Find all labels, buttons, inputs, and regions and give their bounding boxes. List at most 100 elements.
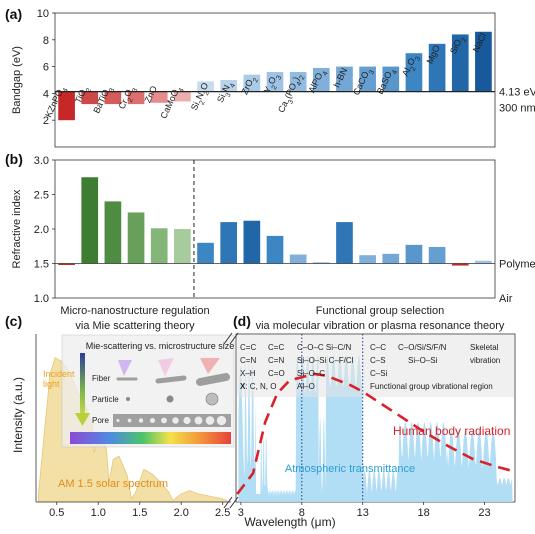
x-tick-label: 18	[417, 507, 429, 519]
x-tick-label: 13	[357, 507, 369, 519]
bandgap-bar	[150, 91, 168, 103]
y-tick-label: 8	[43, 35, 49, 47]
formula-part: 3	[131, 87, 139, 94]
mie-annotation-1: Micro-nanostructure regulation	[60, 305, 209, 317]
fiber-icon	[196, 373, 230, 386]
formula-part: 2	[270, 84, 278, 91]
refractive-bar	[266, 235, 284, 264]
formula-part: 3	[108, 87, 116, 94]
refractive-bar	[405, 244, 423, 264]
incident-arrow-shaft	[80, 353, 85, 415]
bond-label: X–H	[240, 369, 256, 378]
panel-a-label: (a)	[5, 6, 22, 22]
refractive-bar	[197, 242, 214, 264]
inset-title: Mie-scattering vs. microstructure size	[86, 341, 235, 351]
functional-annotation-2: via molecular vibration or plasma resona…	[256, 320, 505, 332]
bond-label: Si–O–Si C–F/Cl	[297, 356, 354, 365]
formula-part: 4	[177, 87, 185, 94]
formula-part: 4	[321, 70, 329, 77]
formula-part: 2	[252, 77, 260, 84]
formula-part: 2	[460, 37, 468, 44]
category-label: Si3N4	[215, 80, 237, 106]
particle-icon	[126, 397, 130, 401]
bandgap-bar	[382, 66, 400, 92]
refractive-bar	[81, 177, 99, 264]
refractive-bar	[428, 246, 446, 264]
solar-spectrum-label: AM 1.5 solar spectrum	[58, 478, 168, 490]
bond-label: C=O	[268, 369, 285, 378]
human-body-radiation-curve	[236, 372, 516, 495]
refractive-bar	[174, 229, 191, 264]
pore-icon	[116, 419, 120, 422]
bandgap-bar	[243, 74, 261, 92]
formula-part: 4	[62, 87, 70, 94]
category-label: CaMoO4	[158, 84, 185, 121]
y-axis-title: Bandgap (eV)	[11, 46, 23, 114]
human-body-label: Human body radiation	[393, 424, 510, 438]
bandgap-bar	[174, 91, 191, 102]
bandgap-bar	[127, 91, 145, 105]
particle-icon	[205, 392, 219, 406]
bond-label: C=C	[240, 343, 256, 352]
mie-inset-box	[61, 334, 235, 448]
formula-part: 3	[275, 74, 283, 81]
formula-part: 4	[391, 69, 399, 76]
x-tick-label: 2.5	[215, 507, 230, 519]
pore-icon	[205, 416, 215, 425]
pore-icon	[194, 416, 203, 425]
incident-light-label: light	[43, 379, 60, 389]
bond-label: C–S	[370, 356, 386, 365]
polymer-label: Polymer	[499, 259, 535, 271]
y-tick-label: 1.5	[34, 259, 49, 271]
refractive-bar	[382, 253, 400, 264]
formula-part: 4	[295, 81, 303, 88]
bandgap-bar	[475, 31, 492, 92]
formula-part: O	[122, 88, 134, 99]
x-tick-label: 3	[238, 507, 244, 519]
bond-label: Si–O–Si	[408, 356, 438, 365]
bond-label: C=N	[268, 356, 284, 365]
refractive-bar	[451, 263, 469, 266]
bandgap-bar	[405, 53, 423, 92]
formula-part: 2	[409, 65, 417, 72]
atom-symbol: X	[240, 382, 246, 391]
formula-part: Cr	[117, 98, 130, 111]
formula-part: 3	[224, 92, 232, 99]
atom-list: : C, N, O	[245, 382, 276, 391]
category-label: Al2O3	[400, 53, 422, 79]
formula-part: N	[220, 83, 232, 93]
pore-row-label: Pore	[92, 416, 109, 425]
baseline-ev-label: 4.13 eV	[499, 87, 535, 99]
refractive-bar	[243, 220, 261, 264]
panel-a-frame	[54, 12, 496, 148]
bandgap-bar	[312, 67, 330, 92]
y-axis-title: Refractive index	[11, 189, 23, 268]
y-tick-label: 3.0	[34, 155, 49, 167]
formula-part: O	[405, 56, 417, 67]
fiber-row-label: Fiber	[92, 374, 111, 383]
axis-break-mark	[229, 332, 239, 345]
visible-spectrum-bar	[70, 432, 231, 444]
x-tick-label: 2.0	[174, 507, 189, 519]
panel-c: (c) AM 1.5 solar spectrum Intensity (a.u.)…	[5, 313, 235, 519]
axis-break-mark	[223, 496, 233, 509]
x-tick-label: 1.0	[91, 507, 106, 519]
mie-annotation-2: via Mie scattering theory	[75, 320, 195, 332]
bandgap-bar	[451, 34, 469, 92]
pore-icon	[149, 417, 156, 424]
axis-break-mark	[229, 496, 239, 509]
functional-annotation-1: Functional group selection	[316, 305, 444, 317]
formula-part: N	[194, 91, 206, 101]
refractive-bar	[150, 228, 168, 264]
incident-arrow-head	[75, 413, 90, 426]
x-tick-label: 8	[299, 507, 305, 519]
formula-part: 2	[126, 97, 134, 104]
pore-icon	[161, 417, 167, 424]
bandgap-bar	[336, 66, 353, 92]
refractive-bar	[127, 212, 145, 264]
pore-icon	[183, 416, 191, 425]
particle-icon	[166, 395, 174, 403]
y-tick-label: 4	[43, 88, 49, 100]
x-tick-label: 1.5	[132, 507, 147, 519]
